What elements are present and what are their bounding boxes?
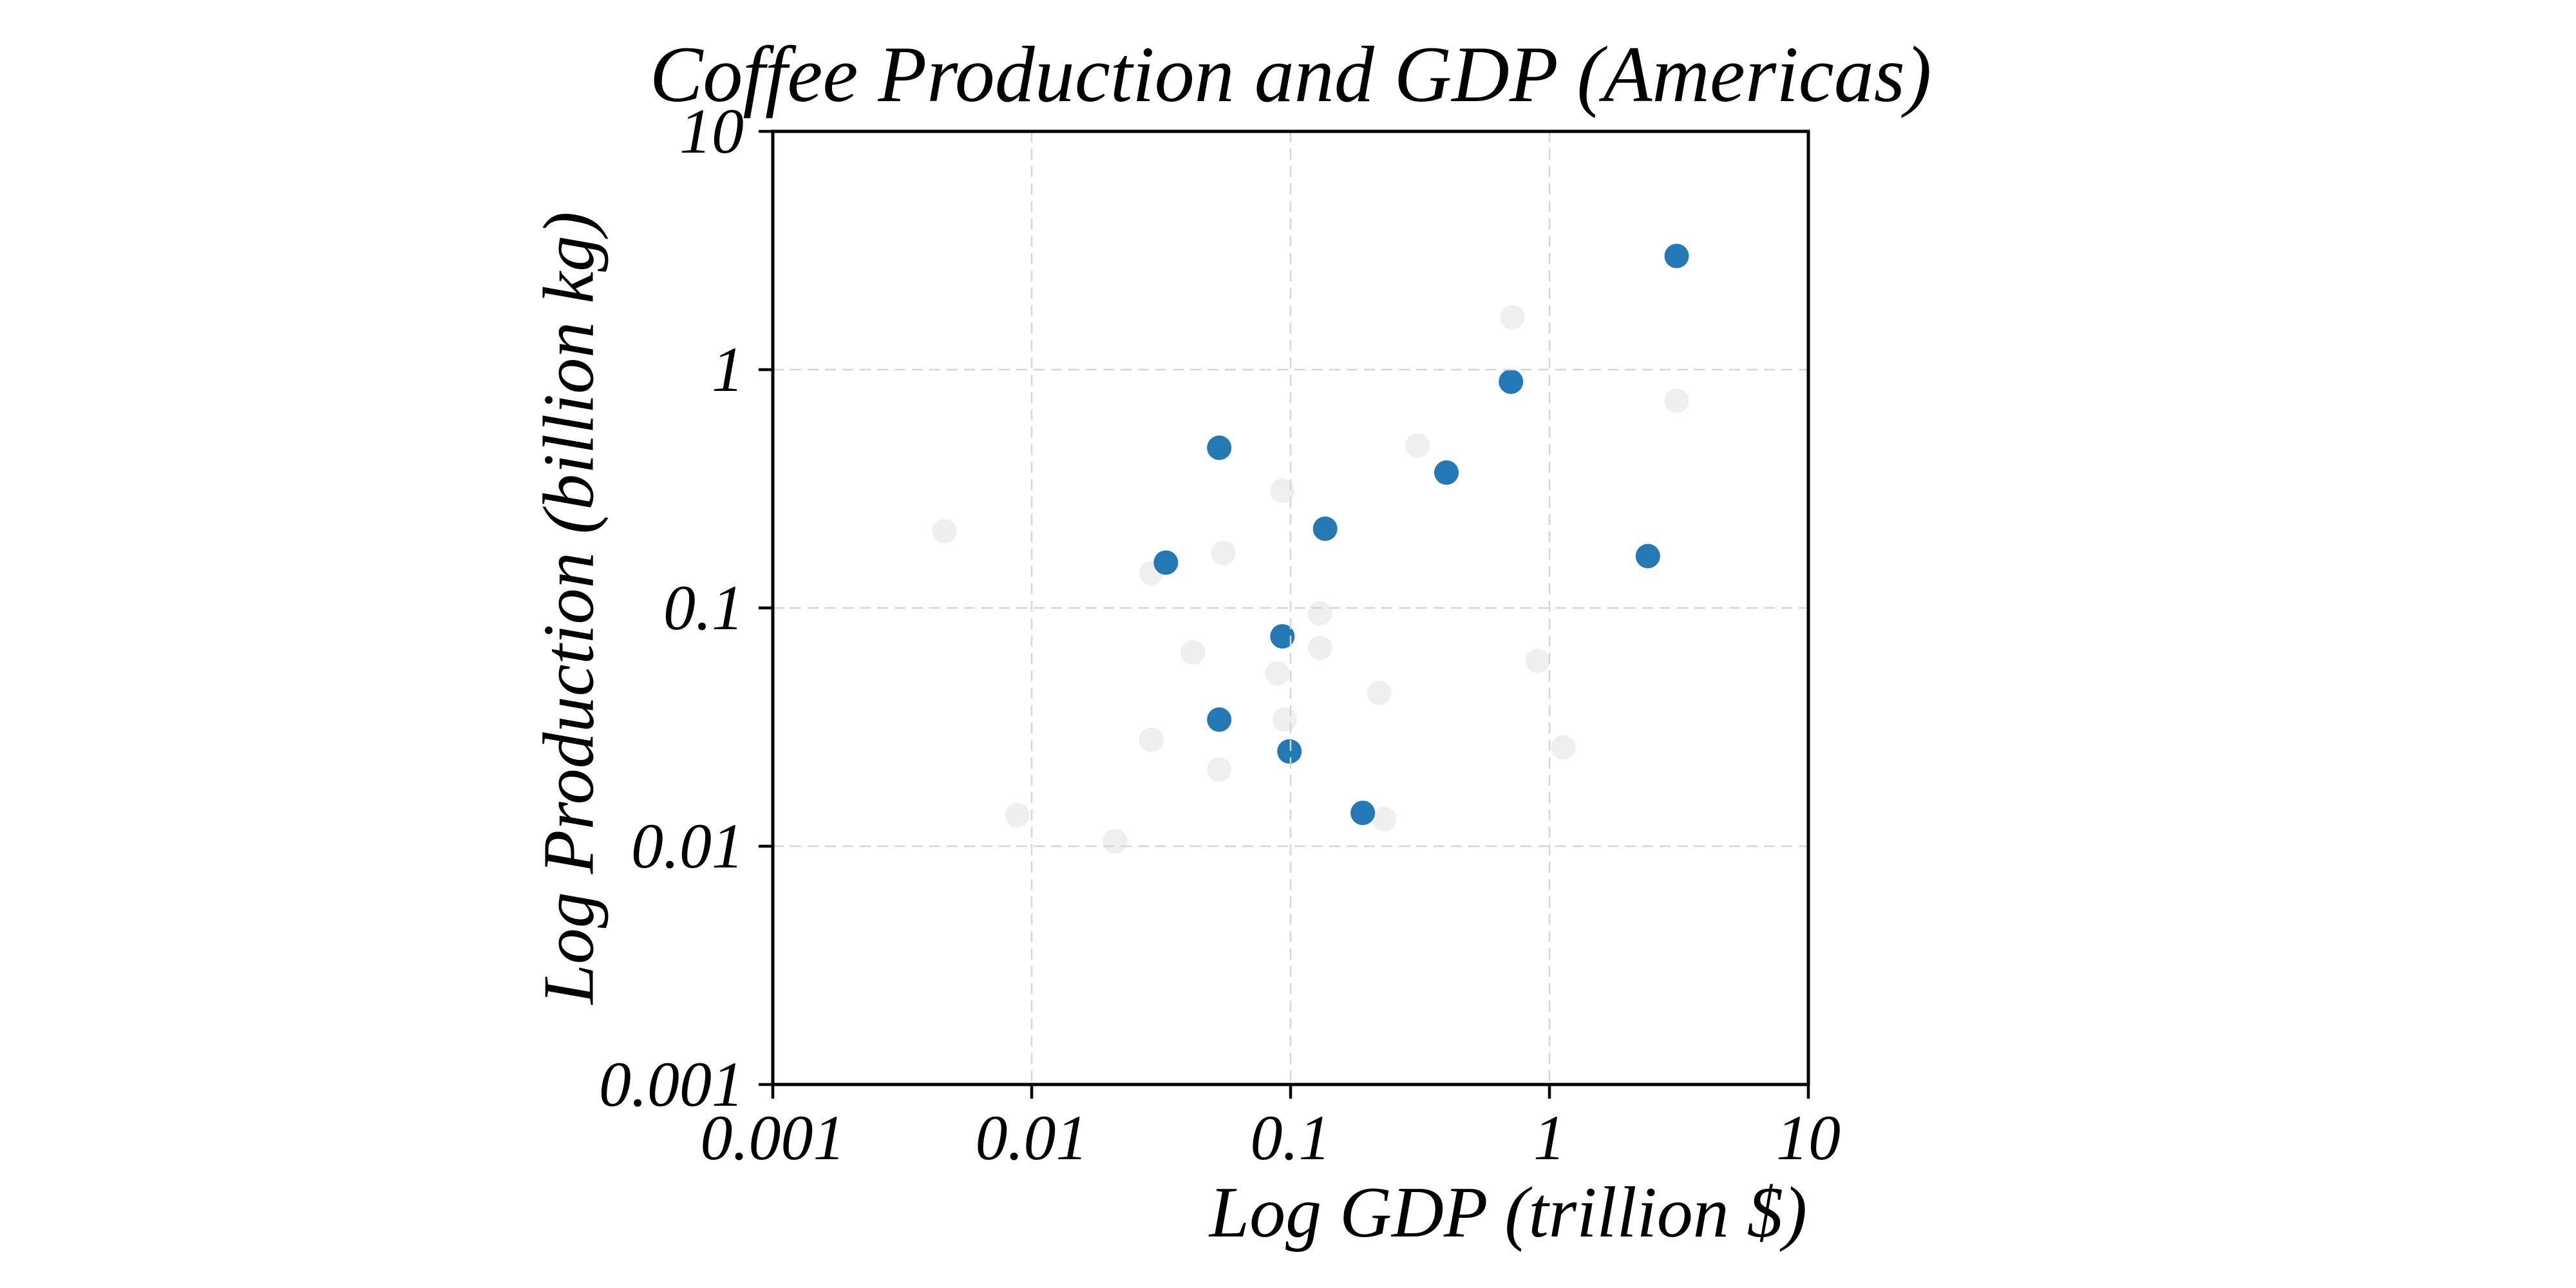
data-point-background-countries — [1307, 601, 1332, 626]
data-point-background-countries — [1664, 388, 1689, 413]
data-point-highlighted-countries — [1664, 243, 1689, 269]
y-tick-label: 0.1 — [663, 572, 744, 643]
data-point-highlighted-countries — [1350, 800, 1376, 826]
data-point-background-countries — [1273, 707, 1297, 732]
data-point-background-countries — [1207, 757, 1232, 782]
data-point-highlighted-countries — [1312, 516, 1338, 541]
data-point-highlighted-countries — [1207, 435, 1232, 460]
data-point-highlighted-countries — [1277, 739, 1302, 764]
data-point-highlighted-countries — [1207, 707, 1232, 732]
data-point-background-countries — [932, 518, 957, 544]
data-point-background-countries — [1265, 661, 1290, 686]
data-point-background-countries — [1372, 806, 1397, 831]
data-point-highlighted-countries — [1153, 550, 1179, 575]
data-point-background-countries — [1139, 727, 1164, 752]
data-point-background-countries — [1367, 680, 1392, 705]
chart-title: Coffee Production and GDP (Americas) — [649, 30, 1932, 118]
data-point-background-countries — [1500, 305, 1525, 330]
data-point-background-countries — [1103, 829, 1128, 854]
data-point-background-countries — [1525, 649, 1550, 674]
x-tick-label: 0.1 — [1250, 1102, 1331, 1173]
x-tick-label: 10 — [1776, 1102, 1841, 1173]
data-point-background-countries — [1180, 640, 1206, 665]
data-point-background-countries — [1551, 735, 1576, 760]
y-tick-label: 1 — [712, 334, 744, 405]
data-point-background-countries — [1405, 433, 1430, 458]
y-tick-label: 0.001 — [599, 1048, 744, 1120]
data-point-background-countries — [1005, 802, 1030, 828]
x-tick-label: 1 — [1533, 1102, 1566, 1173]
x-tick-label: 0.01 — [975, 1102, 1088, 1173]
y-tick-label: 0.01 — [631, 810, 744, 882]
data-point-background-countries — [1270, 478, 1295, 504]
data-point-highlighted-countries — [1434, 460, 1459, 485]
data-point-background-countries — [1307, 636, 1332, 660]
x-tick-label: 0.001 — [700, 1102, 846, 1173]
x-axis-label: Log GDP (trillion $) — [1209, 1173, 1807, 1253]
data-point-highlighted-countries — [1635, 544, 1660, 569]
data-point-highlighted-countries — [1499, 369, 1524, 394]
y-tick-label: 10 — [679, 95, 744, 167]
data-point-background-countries — [1211, 540, 1236, 565]
data-point-highlighted-countries — [1270, 624, 1295, 649]
